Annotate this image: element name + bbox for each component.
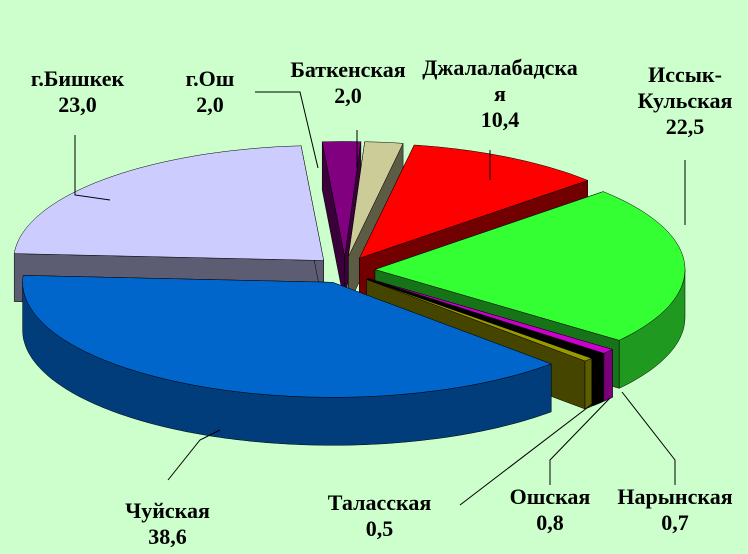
category-label: Ошская [509,484,591,509]
category-label: Нарынская [617,484,733,509]
value-label: 2,0 [196,92,224,117]
slice-top [348,141,404,257]
slice-top [368,278,614,354]
category-label: Джалалабадская [422,55,578,106]
value-label: 0,8 [536,510,564,535]
value-label: 23,0 [58,92,97,117]
slice-top [367,278,604,359]
leader-lines [74,91,686,506]
slice-wall [584,358,593,410]
label: Баткенская 2,0 [278,57,418,109]
slice-top [358,144,589,259]
value-label: 10,4 [480,107,520,132]
category-label: Баткенская [290,57,406,82]
label: г.Бишкек 23,0 [10,66,145,118]
slice-wall [592,353,604,407]
category-label: Таласская [327,490,432,515]
leader-line [167,429,221,481]
value-label: 0,7 [661,510,689,535]
label: Чуйская 38,6 [105,498,230,550]
category-label: Иссык-Кульская [637,62,733,113]
slice-top [366,279,593,362]
label: Нарынская 0,7 [605,484,745,536]
leader-line [621,391,676,485]
leader-line [459,397,601,506]
value-label: 22,5 [665,114,705,139]
slice-top [374,191,686,341]
label: Ошская 0,8 [495,484,605,536]
leader-line [255,91,319,169]
slice-top [13,145,325,261]
label: г.Ош 2,0 [170,66,250,118]
category-label: Чуйская [125,498,210,523]
slice-wall [603,349,613,402]
leader-line [74,135,111,201]
label: Таласская 0,5 [312,490,447,542]
leader-line [549,397,611,485]
slice-top [22,275,552,398]
slice-top [321,141,362,257]
value-label: 2,0 [334,83,362,108]
slice [321,141,362,305]
label: Джалалабадская 10,4 [420,55,580,133]
value-label: 0,5 [365,516,394,541]
category-label: г.Бишкек [30,66,125,91]
slice [22,275,552,446]
category-label: г.Ош [185,66,235,91]
value-label: 38,6 [148,524,187,549]
label: Иссык-Кульская 22,5 [625,62,745,140]
